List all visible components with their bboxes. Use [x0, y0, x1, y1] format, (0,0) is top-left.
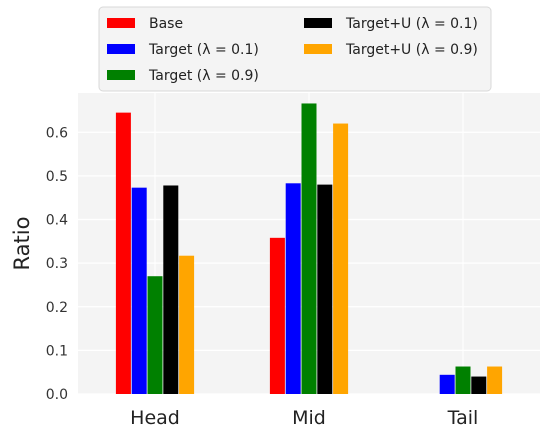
legend-swatch	[107, 18, 135, 28]
y-tick-label: 0.1	[46, 343, 68, 359]
y-tick-label: 0.4	[46, 213, 68, 229]
legend-swatch	[107, 70, 135, 80]
bar-mid-series-1	[285, 183, 301, 394]
bar-tail-series-1	[439, 374, 455, 394]
x-category-label: Mid	[292, 407, 326, 429]
legend-label: Target+U (λ = 0.9)	[345, 42, 478, 58]
legend-label: Target+U (λ = 0.1)	[345, 16, 478, 32]
bar-tail-series-4	[487, 366, 503, 394]
bar-tail-series-2	[455, 366, 471, 394]
x-category-label: Head	[130, 407, 180, 429]
bar-mid-series-2	[301, 103, 317, 394]
bar-tail-series-3	[471, 376, 487, 394]
bar-head-series-4	[179, 255, 195, 394]
y-tick-label: 0.2	[46, 300, 68, 316]
y-tick-label: 0.3	[46, 256, 68, 272]
bar-head-series-0	[115, 112, 131, 394]
legend: Base Target (λ = 0.1) Target (λ = 0.9) Targ…	[98, 6, 492, 92]
bar-head-series-1	[131, 187, 147, 394]
bar-head-series-2	[147, 276, 163, 394]
y-tick-labels: 0.0 0.1 0.2 0.3 0.4 0.5 0.6	[46, 125, 68, 403]
bar-mid-series-4	[333, 123, 349, 395]
x-category-label: Tail	[447, 407, 479, 429]
x-category-labels: Head Mid Tail	[130, 407, 478, 429]
bars	[115, 103, 503, 395]
y-axis-title: Ratio	[10, 217, 34, 271]
bar-mid-series-3	[317, 184, 333, 394]
bar-head-series-3	[163, 185, 179, 394]
legend-label: Target (λ = 0.9)	[148, 68, 259, 84]
legend-box	[98, 6, 492, 92]
y-tick-label: 0.0	[46, 387, 68, 403]
bar-mid-series-0	[269, 237, 285, 394]
legend-swatch	[107, 44, 135, 54]
legend-swatch	[304, 18, 332, 28]
legend-label: Target (λ = 0.1)	[148, 42, 259, 58]
legend-swatch	[304, 44, 332, 54]
legend-label: Base	[149, 16, 183, 32]
y-tick-label: 0.6	[46, 125, 68, 141]
y-tick-label: 0.5	[46, 169, 68, 185]
